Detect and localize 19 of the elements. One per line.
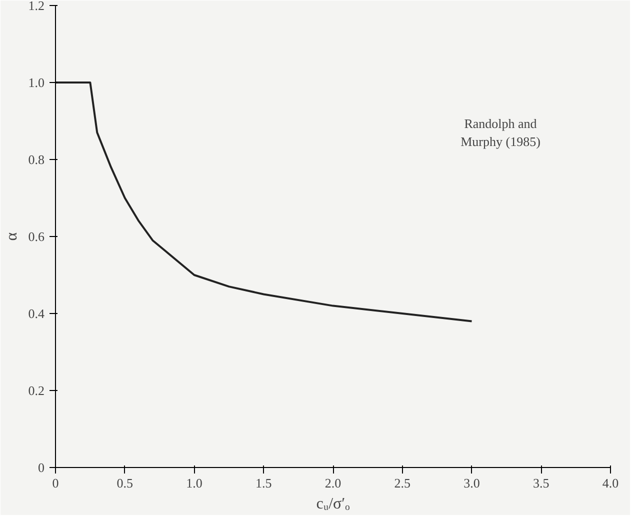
- y-tick-label: 0.2: [28, 383, 44, 398]
- x-tick-label: 4.0: [602, 476, 619, 490]
- y-tick-label: 1.2: [28, 0, 44, 13]
- y-tick-label: 0.4: [28, 306, 45, 321]
- x-tick-label: 2.0: [324, 476, 342, 490]
- x-tick-label: 3.5: [533, 476, 550, 490]
- x-tick-label: 0.5: [116, 476, 133, 490]
- y-axis-title: α: [3, 232, 20, 241]
- y-tick-label: 1.0: [28, 75, 44, 90]
- y-tick-label: 0.6: [28, 229, 45, 244]
- y-tick-label: 0: [38, 460, 44, 475]
- x-tick-label: 0: [52, 476, 59, 490]
- x-tick-label: 2.5: [394, 476, 410, 490]
- x-tick-label: 3.0: [464, 476, 480, 490]
- x-axis-title: cᵤ/σ′ₒ: [316, 496, 350, 512]
- annotation: Randolph and Murphy (1985): [460, 116, 540, 149]
- y-tick-label: 0.8: [28, 152, 44, 167]
- x-tick-label: 1.0: [186, 476, 202, 490]
- x-tick-label: 1.5: [256, 476, 272, 490]
